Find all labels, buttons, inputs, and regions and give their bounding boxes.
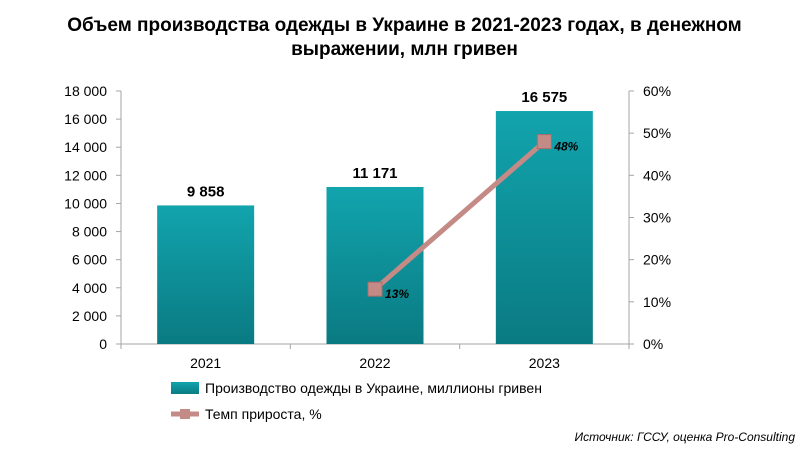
y-left-tick-label: 2 000 xyxy=(72,308,107,324)
y-right-tick-label: 20% xyxy=(643,252,671,268)
chart-title: Объем производства одежды в Украине в 20… xyxy=(0,14,809,62)
x-tick-label: 2022 xyxy=(359,355,390,371)
x-tick-label: 2023 xyxy=(529,355,560,371)
bar-data-label: 16 575 xyxy=(521,89,567,106)
y-right-tick-label: 50% xyxy=(643,125,671,141)
legend-bar-label: Производство одежды в Украине, миллионы … xyxy=(205,380,542,396)
bar xyxy=(326,186,424,344)
chart-title-line-1: Объем производства одежды в Украине в 20… xyxy=(67,15,742,36)
bar-data-label: 9 858 xyxy=(187,183,225,200)
growth-rate-marker xyxy=(536,134,552,150)
x-tick-label: 2021 xyxy=(190,355,221,371)
y-right-tick-label: 10% xyxy=(643,294,671,310)
legend-bar-swatch xyxy=(171,382,199,394)
y-left-tick-label: 10 000 xyxy=(64,195,107,211)
growth-rate-marker xyxy=(367,281,383,297)
bar-data-label: 11 171 xyxy=(352,165,397,182)
bar xyxy=(157,205,255,344)
y-left-tick-label: 4 000 xyxy=(72,280,107,296)
growth-rate-line xyxy=(373,139,546,292)
growth-rate-data-label: 13% xyxy=(385,287,409,301)
y-right-tick-label: 40% xyxy=(643,167,671,183)
legend-line-marker xyxy=(180,409,190,419)
y-left-tick-label: 6 000 xyxy=(72,252,107,268)
chart-title-line-2: выражении, млн гривен xyxy=(291,39,518,60)
y-right-tick-label: 0% xyxy=(643,336,663,352)
y-left-tick-label: 0 xyxy=(99,336,107,352)
y-right-tick-label: 60% xyxy=(643,83,671,99)
y-left-tick-label: 12 000 xyxy=(64,167,107,183)
growth-rate-data-label: 48% xyxy=(553,140,578,154)
y-left-tick-label: 14 000 xyxy=(64,139,107,155)
legend-line-label: Темп прироста, % xyxy=(205,406,322,422)
bar xyxy=(495,111,593,344)
source-note: Источник: ГССУ, оценка Pro-Consulting xyxy=(574,430,795,444)
y-left-tick-label: 8 000 xyxy=(72,224,107,240)
y-right-tick-label: 30% xyxy=(643,210,671,226)
y-left-tick-label: 18 000 xyxy=(64,83,107,99)
y-left-tick-label: 16 000 xyxy=(64,111,107,127)
